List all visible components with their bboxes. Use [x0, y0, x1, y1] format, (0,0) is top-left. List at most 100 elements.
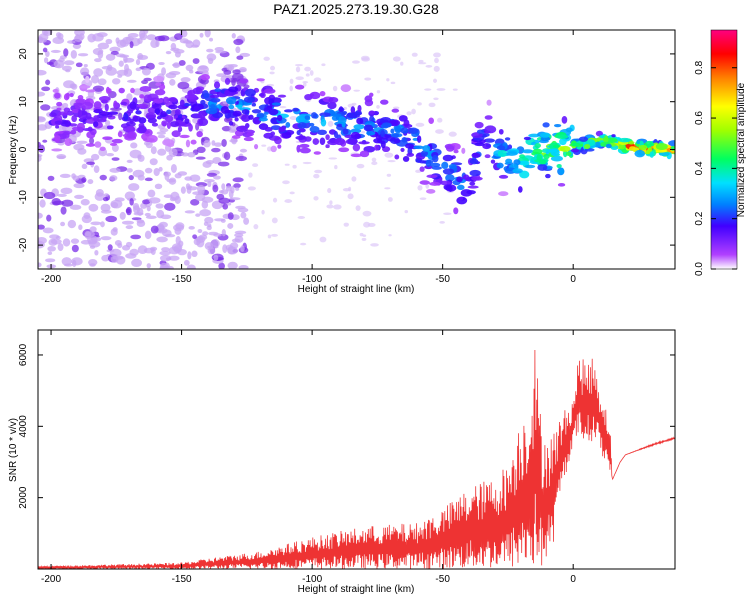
heatmap-cell	[373, 138, 383, 144]
heatmap-cell	[231, 78, 236, 86]
heatmap-cell	[517, 186, 523, 193]
heatmap-cell	[333, 204, 342, 210]
heatmap-cell	[448, 163, 457, 169]
heatmap-cell	[389, 119, 401, 127]
heatmap-cell	[158, 61, 165, 66]
heatmap-cell	[185, 183, 191, 190]
heatmap-cell	[296, 144, 301, 153]
snr-ylabel: SNR (10 * v/v)	[8, 418, 19, 482]
heatmap-cell	[261, 144, 267, 147]
heatmap-cell	[156, 131, 166, 135]
heatmap-cell	[418, 160, 427, 164]
heatmap-cell	[295, 66, 301, 73]
snr-xtick-label: 0	[570, 574, 576, 585]
heatmap-cell	[99, 146, 106, 152]
heatmap-cell	[179, 99, 185, 107]
heatmap-cell	[154, 108, 161, 115]
heatmap-cell	[178, 59, 186, 66]
heatmap-cell	[186, 264, 196, 269]
heatmap-cell	[38, 262, 42, 268]
heatmap-cell	[195, 156, 206, 160]
heatmap-cell	[42, 227, 54, 234]
heatmap-cell	[129, 198, 134, 206]
snr-xtick-label: -150	[172, 574, 192, 585]
heatmap-cell	[56, 155, 66, 159]
heatmap-cell	[534, 143, 541, 149]
heatmap-cell	[350, 106, 356, 114]
heatmap-cell	[203, 179, 215, 183]
heatmap-cell	[110, 202, 119, 209]
heatmap-cell	[60, 206, 67, 215]
heatmap-cell	[166, 121, 171, 129]
heatmap-cell	[362, 234, 367, 237]
heatmap-cell	[212, 156, 222, 165]
heatmap-cell	[236, 125, 248, 132]
heatmap-cell	[146, 263, 151, 269]
heatmap-cell	[417, 102, 422, 106]
heatmap-cell	[638, 144, 648, 151]
heatmap-cell	[431, 154, 439, 163]
heatmap-cell	[117, 131, 123, 138]
heatmap-cell	[240, 211, 247, 219]
heatmap-cell	[309, 70, 314, 76]
heatmap-cell	[111, 78, 121, 85]
spectrogram-xlabel: Height of straight line (km)	[298, 284, 415, 295]
heatmap-cell	[78, 117, 88, 123]
heatmap-cell	[270, 117, 280, 125]
heatmap-cell	[69, 204, 82, 210]
heatmap-cell	[254, 143, 259, 150]
heatmap-cell	[161, 67, 167, 76]
heatmap-cell	[351, 176, 357, 182]
heatmap-cell	[188, 226, 195, 230]
heatmap-cell	[125, 225, 134, 230]
heatmap-cell	[69, 83, 77, 89]
spectrogram-ytick-label: 10	[18, 96, 29, 108]
heatmap-cell	[102, 116, 107, 121]
heatmap-cell	[119, 211, 126, 220]
heatmap-cell	[419, 180, 430, 185]
heatmap-cell	[634, 149, 646, 158]
heatmap-cell	[93, 68, 104, 77]
heatmap-cell	[184, 94, 197, 100]
snr-frame	[37, 329, 676, 570]
heatmap-cell	[297, 216, 306, 219]
heatmap-cell	[355, 205, 361, 211]
heatmap-cell	[445, 145, 455, 152]
heatmap-cell	[174, 33, 183, 41]
heatmap-cell	[165, 72, 177, 79]
heatmap-cell	[284, 163, 290, 166]
heatmap-cell	[179, 134, 190, 139]
heatmap-cell	[550, 155, 563, 162]
heatmap-cell	[540, 136, 551, 142]
heatmap-cell	[93, 121, 99, 128]
heatmap-cell	[162, 138, 175, 147]
heatmap-cell	[38, 236, 47, 244]
heatmap-cell	[196, 146, 206, 154]
heatmap-cell	[156, 115, 162, 120]
heatmap-cell	[340, 84, 352, 93]
heatmap-cell	[149, 158, 158, 166]
heatmap-cell	[228, 129, 238, 133]
heatmap-cell	[350, 131, 361, 139]
heatmap-cell	[210, 103, 216, 109]
spectrogram-xtick-label: -50	[435, 274, 450, 285]
heatmap-cell	[294, 84, 305, 90]
heatmap-cell	[109, 46, 121, 53]
heatmap-cell	[538, 159, 547, 165]
heatmap-cell	[51, 148, 63, 152]
heatmap-cell	[391, 108, 400, 113]
heatmap-cell	[570, 148, 580, 153]
heatmap-cell	[49, 234, 60, 240]
heatmap-cell	[606, 137, 618, 143]
heatmap-cell	[392, 133, 400, 138]
heatmap-cell	[453, 149, 459, 154]
heatmap-cell	[187, 151, 196, 158]
heatmap-cell	[360, 55, 370, 61]
heatmap-cell	[38, 212, 43, 219]
heatmap-cell	[132, 202, 140, 211]
heatmap-cell	[61, 199, 74, 207]
heatmap-cell	[418, 59, 424, 63]
heatmap-cell	[281, 131, 292, 139]
heatmap-cell	[256, 78, 265, 82]
